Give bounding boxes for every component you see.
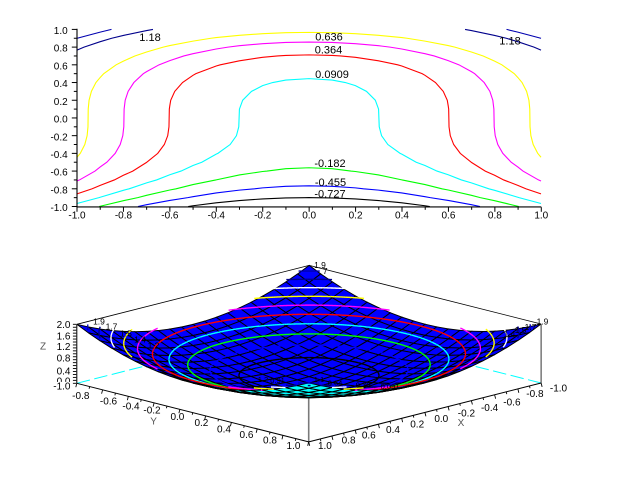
svg-text:-0.455: -0.455 xyxy=(315,177,346,189)
svg-text:X: X xyxy=(458,418,465,429)
svg-text:1.0: 1.0 xyxy=(318,441,332,452)
svg-text:-0.4: -0.4 xyxy=(481,403,499,414)
svg-text:7: 7 xyxy=(323,266,328,276)
svg-text:0.4: 0.4 xyxy=(386,425,400,436)
svg-text:0.0909: 0.0909 xyxy=(315,69,349,81)
svg-text:1.1: 1.1 xyxy=(314,375,324,384)
svg-text:-0.6: -0.6 xyxy=(503,398,521,409)
svg-text:Z: Z xyxy=(40,342,46,353)
svg-text:1.9: 1.9 xyxy=(314,260,326,270)
svg-text:0.2: 0.2 xyxy=(410,420,424,431)
svg-text:-0.2: -0.2 xyxy=(458,409,476,420)
svg-text:-0.8: -0.8 xyxy=(50,185,68,196)
svg-text:0.6: 0.6 xyxy=(54,61,68,72)
svg-text:0.364: 0.364 xyxy=(315,45,343,57)
svg-text:-0.2: -0.2 xyxy=(143,406,161,417)
svg-text:0.8: 0.8 xyxy=(488,211,502,222)
svg-text:-1.0: -1.0 xyxy=(50,203,68,214)
svg-text:1.18: 1.18 xyxy=(499,35,520,47)
svg-text:-1.0: -1.0 xyxy=(68,211,86,222)
svg-text:0.091: 0.091 xyxy=(381,382,400,391)
svg-text:0.8: 0.8 xyxy=(54,44,68,55)
svg-text:1.0: 1.0 xyxy=(534,211,548,222)
svg-text:-0.2: -0.2 xyxy=(254,211,272,222)
svg-text:0.636: 0.636 xyxy=(315,32,343,44)
svg-text:1.4: 1.4 xyxy=(134,335,146,345)
svg-text:-0.8: -0.8 xyxy=(526,389,544,400)
svg-text:1.2: 1.2 xyxy=(258,375,268,384)
svg-text:0.8: 0.8 xyxy=(342,436,356,447)
svg-text:1.5: 1.5 xyxy=(120,329,132,339)
svg-text:0.2: 0.2 xyxy=(194,418,208,429)
svg-text:0.2: 0.2 xyxy=(54,97,68,108)
svg-text:1.0: 1.0 xyxy=(54,26,68,37)
svg-text:0.64: 0.64 xyxy=(328,379,343,388)
svg-text:1.6: 1.6 xyxy=(57,331,71,342)
svg-text:-0.4: -0.4 xyxy=(50,150,68,161)
svg-text:0.0: 0.0 xyxy=(170,412,184,423)
svg-text:1.7: 1.7 xyxy=(525,322,537,332)
svg-text:1.9: 1.9 xyxy=(537,316,549,326)
svg-text:0.8: 0.8 xyxy=(263,436,277,447)
svg-text:1.7: 1.7 xyxy=(106,322,118,332)
svg-text:-1.0: -1.0 xyxy=(550,383,568,394)
svg-text:0.0: 0.0 xyxy=(54,115,68,126)
svg-text:-0.4: -0.4 xyxy=(122,402,140,413)
svg-text:-0.182: -0.182 xyxy=(314,158,345,170)
svg-text:Y: Y xyxy=(150,416,157,427)
svg-text:0.0: 0.0 xyxy=(302,211,316,222)
svg-text:0.91: 0.91 xyxy=(270,376,285,385)
svg-text:0.36: 0.36 xyxy=(356,381,371,390)
svg-text:0.2: 0.2 xyxy=(349,211,363,222)
svg-text:0.4: 0.4 xyxy=(54,79,68,90)
svg-text:1.18: 1.18 xyxy=(139,32,160,44)
svg-text:-0.4: -0.4 xyxy=(208,211,226,222)
svg-text:1.5: 1.5 xyxy=(515,325,527,335)
svg-text:0.4: 0.4 xyxy=(57,367,71,378)
svg-text:1.0: 1.0 xyxy=(287,441,301,452)
svg-text:-1.0: -1.0 xyxy=(53,381,71,392)
svg-text:-0.6: -0.6 xyxy=(50,168,68,179)
svg-text:1.4: 1.4 xyxy=(504,329,516,339)
svg-text:0.6: 0.6 xyxy=(441,211,455,222)
svg-text:-0.727: -0.727 xyxy=(314,188,345,200)
svg-text:1.2: 1.2 xyxy=(148,340,160,350)
svg-text:-0.8: -0.8 xyxy=(72,391,90,402)
svg-text:0.8: 0.8 xyxy=(57,354,71,365)
svg-text:0.4: 0.4 xyxy=(217,425,231,436)
svg-text:1.2: 1.2 xyxy=(57,342,71,353)
svg-text:0.6: 0.6 xyxy=(240,430,254,441)
svg-text:0.4: 0.4 xyxy=(395,211,409,222)
svg-text:0.0: 0.0 xyxy=(434,414,448,425)
svg-text:2.0: 2.0 xyxy=(57,320,71,331)
svg-text:-0.2: -0.2 xyxy=(50,132,68,143)
svg-text:-0.6: -0.6 xyxy=(161,211,179,222)
svg-text:1.9: 1.9 xyxy=(93,316,105,326)
svg-text:-0.6: -0.6 xyxy=(100,397,118,408)
svg-text:0.6: 0.6 xyxy=(362,431,376,442)
svg-text:-0.8: -0.8 xyxy=(115,211,133,222)
